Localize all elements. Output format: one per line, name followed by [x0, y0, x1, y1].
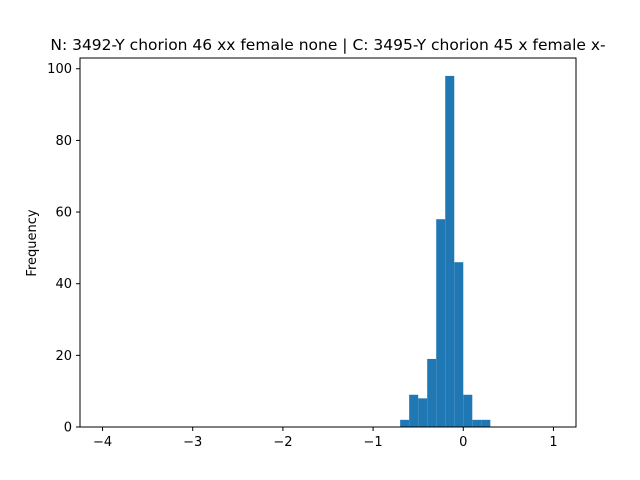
x-tick-label: 1	[549, 435, 557, 450]
histogram-bar	[427, 358, 437, 427]
histogram-bar	[418, 398, 428, 427]
x-tick-label: −2	[273, 435, 292, 450]
bars-group	[400, 75, 491, 427]
x-tick-label: −4	[93, 435, 112, 450]
y-tick-label: 100	[47, 62, 72, 77]
histogram-bar	[400, 419, 410, 427]
histogram-bar	[463, 394, 473, 427]
histogram-bar	[481, 419, 491, 427]
y-tick-label: 40	[55, 277, 72, 292]
histogram-bar	[454, 262, 464, 427]
y-tick-label: 0	[64, 421, 72, 436]
y-axis-ticks: 0 20 40 60 80 100	[47, 62, 80, 436]
chart-title: N: 3492-Y chorion 46 xx female none | C:…	[50, 36, 605, 54]
histogram-bar	[436, 219, 446, 427]
histogram-bar	[445, 75, 455, 427]
x-tick-label: 0	[459, 435, 467, 450]
y-tick-label: 20	[55, 349, 72, 364]
histogram-bar	[472, 419, 482, 427]
histogram-bar	[409, 394, 419, 427]
x-axis-ticks: −4 −3 −2 −1 0 1	[93, 427, 558, 450]
y-tick-label: 80	[55, 134, 72, 149]
x-tick-label: −1	[364, 435, 383, 450]
plot-frame	[79, 57, 577, 428]
x-tick-label: −3	[183, 435, 202, 450]
y-axis-label: Frequency	[25, 209, 40, 276]
y-tick-label: 60	[55, 206, 72, 221]
